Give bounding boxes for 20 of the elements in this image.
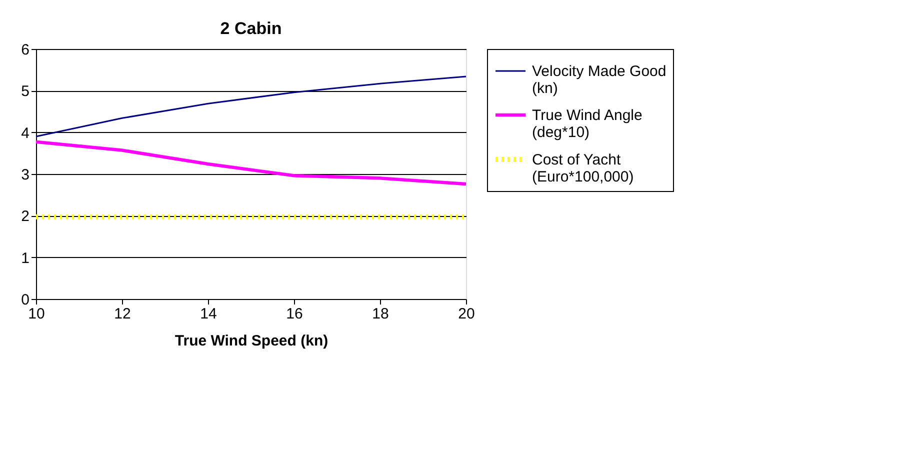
- line-series: [35, 76, 467, 138]
- x-tick-label: 16: [286, 306, 303, 322]
- y-tick-label: 1: [21, 250, 30, 267]
- y-tick-label: 3: [21, 166, 30, 184]
- line-series: [34, 140, 468, 186]
- x-axis-title: True Wind Speed (kn): [174, 332, 328, 350]
- y-tick-label: 2: [21, 208, 30, 226]
- chart-title: 2 Cabin: [220, 19, 282, 38]
- legend-label: Cost of Yacht (Euro*100,000): [532, 152, 634, 186]
- y-tick-label: 5: [21, 83, 30, 100]
- x-tick-label: 14: [200, 306, 217, 322]
- y-tick-label: 0: [21, 292, 30, 308]
- x-tick-label: 12: [114, 306, 131, 322]
- y-tick-label: 4: [21, 124, 30, 142]
- legend-label: Velocity Made Good (kn): [532, 63, 666, 97]
- y-tick-label: 6: [21, 42, 30, 58]
- x-tick-label: 20: [458, 306, 475, 322]
- legend-label: True Wind Angle (deg*10): [532, 107, 642, 141]
- x-tick-label: 10: [28, 306, 45, 322]
- x-tick-label: 18: [372, 306, 389, 322]
